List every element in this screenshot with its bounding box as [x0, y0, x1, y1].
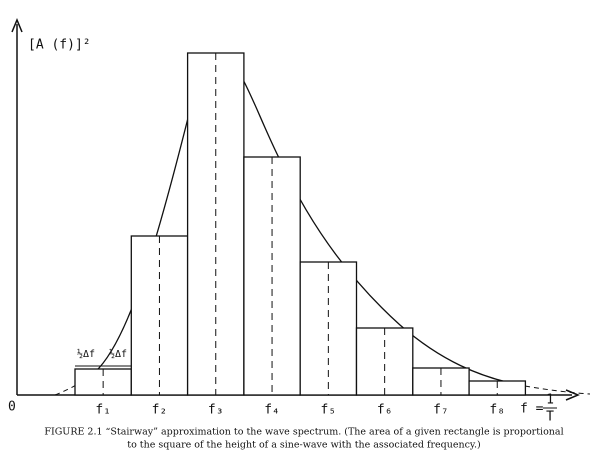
- bar: [243, 156, 301, 396]
- x-tick-label: f₃: [208, 403, 224, 418]
- origin-label: 0: [8, 400, 16, 415]
- x-tick-label: f₁: [95, 403, 111, 418]
- x-end-numerator: 1: [546, 393, 554, 408]
- x-tick-label: f₄: [264, 403, 280, 418]
- x-tick-label: f₈: [489, 403, 505, 418]
- annotation: ½Δf: [109, 348, 127, 360]
- bar: [355, 327, 414, 396]
- x-tick-label: f₅: [321, 403, 337, 418]
- x-tick-label: f₂: [152, 403, 168, 418]
- x-end-denominator: T: [546, 410, 554, 425]
- curve-tail: [524, 385, 591, 395]
- x-axis-arrow: [565, 389, 580, 401]
- x-tick-label: f₆: [377, 403, 393, 418]
- caption-line: FIGURE 2.1 “Stairway” approximation to t…: [44, 427, 563, 438]
- y-axis-arrow: [11, 18, 23, 33]
- y-axis-label: [A (f)]²: [28, 38, 91, 53]
- x-tick-label: f₇: [433, 403, 449, 418]
- x-end-label: f =: [520, 402, 544, 417]
- annotation: ½Δf: [77, 348, 95, 360]
- curve-lead: [54, 371, 96, 396]
- caption-line: to the square of the height of a sine-wa…: [127, 440, 481, 451]
